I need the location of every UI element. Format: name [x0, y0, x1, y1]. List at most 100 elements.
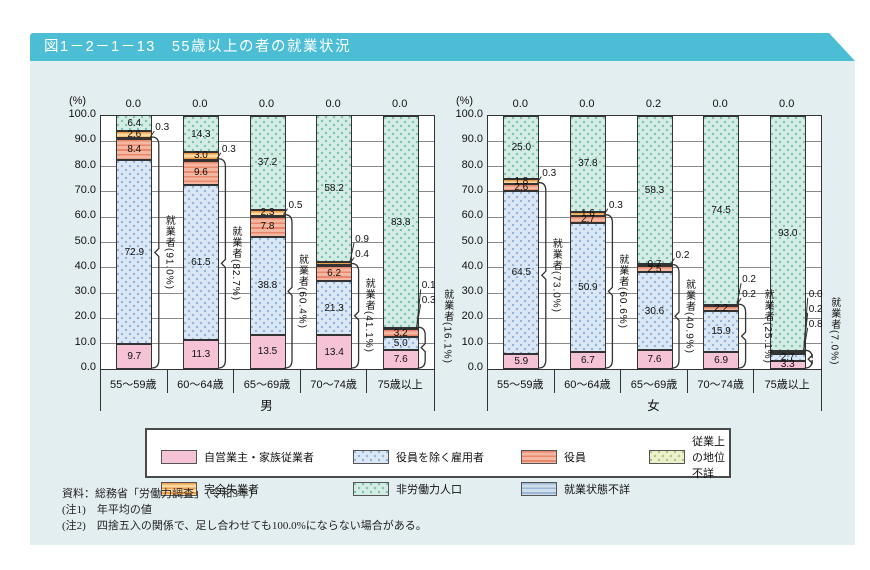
y-tick-label: 40.0 [74, 259, 96, 272]
employed-share-label: 就業者(41.1%) [363, 278, 375, 354]
axis-edge-tick [100, 369, 101, 411]
y-tick-label: 70.0 [461, 183, 483, 196]
y-tick-label: 50.0 [74, 234, 96, 247]
segment-value-label: 11.3 [191, 349, 211, 361]
bar-segment-employee_excl_exec [503, 190, 540, 355]
stacked-bar [316, 116, 353, 369]
footer-notes: 資料：総務省「労働力調査」（令和3年） (注1) 年平均の値 (注2) 四捨五入… [62, 486, 427, 534]
legend-label: 就業状態不詳 [564, 484, 630, 496]
bar-segment-not_in_labor_force [182, 116, 219, 153]
y-tick-label: 90.0 [461, 133, 483, 146]
legend-item-not_in_labor_force: 非労働力人口 [353, 481, 521, 497]
segment-value-label: 5.9 [514, 356, 529, 368]
segment-value-label: 5.0 [393, 337, 408, 349]
source-note: 資料：総務省「労働力調査」（令和3年） [62, 488, 260, 500]
bar-segment-self_employed_family [249, 334, 286, 369]
axis-edge-tick [434, 369, 435, 411]
bar-segment-executive [182, 160, 219, 185]
y-tick-label: 0.0 [467, 361, 483, 373]
note-1: (注1) 年平均の値 [62, 504, 152, 516]
chart-women: (%) 0.0 10.0 20.0 30.0 40.0 50.0 60.0 70.0 80.0 90… [442, 95, 842, 427]
legend: 自営業主・家族従業者 役員を除く雇用者 役員 従業上の地位不詳 完全失業者 非労働力人口 就… [145, 428, 731, 496]
x-category-label: 75歳以上 [753, 369, 820, 393]
axis-edge-tick [487, 369, 488, 411]
callout-value-label: 0.5 [288, 199, 303, 211]
bar-segment-employee_excl_exec [249, 236, 286, 335]
bar-segment-not_in_labor_force [316, 116, 353, 263]
legend-swatch-emp_status_unknown [521, 482, 557, 496]
legend-label: 従業上の地位不詳 [692, 436, 725, 480]
top-value-label: 0.0 [579, 98, 595, 110]
segment-value-label: 58.2 [324, 183, 344, 195]
employed-share-label: 就業者(91.0%) [163, 214, 175, 290]
segment-value-label: 7.6 [647, 353, 662, 365]
x-category-label: 55～59歳 [110, 379, 157, 391]
segment-value-label: 3.3 [780, 359, 795, 371]
legend-label: 完全失業者 [204, 484, 259, 496]
bar-segment-not_in_labor_force [249, 116, 286, 210]
plot-area: 9.7 72.9 8.4 2.6 6.4 11.3 61.5 9.6 3.0 14.3 13.5 38… [100, 115, 435, 370]
legend-swatch-employee_excl_exec [353, 450, 389, 464]
employed-share-label: 就業者(60.4%) [296, 253, 308, 329]
segment-value-label: 14.3 [191, 128, 211, 140]
stacked-bar [182, 116, 219, 369]
segment-value-label: 21.3 [324, 302, 344, 314]
segment-value-label: 2.5 [647, 263, 662, 275]
segment-value-label: 15.9 [711, 325, 731, 337]
y-tick-label: 80.0 [461, 158, 483, 171]
gender-label: 男 [260, 399, 273, 413]
segment-value-label: 72.9 [124, 246, 145, 258]
segment-value-label: 37.2 [257, 157, 278, 169]
axis-edge-tick [821, 369, 822, 411]
bar-segment-executive [249, 216, 286, 237]
callout-value-label: 0.1 [421, 280, 436, 292]
x-category-label: 65～69歳 [233, 369, 300, 393]
segment-value-label: 30.6 [644, 305, 665, 317]
x-category-label: 70～74歳 [299, 369, 367, 393]
x-category-label: 60～64歳 [166, 369, 234, 393]
y-tick-label: 40.0 [461, 259, 483, 272]
segment-value-label: 13.4 [324, 346, 344, 358]
bar-segment-employee_excl_exec [116, 160, 153, 345]
callout-value-label: 0.3 [608, 199, 623, 211]
stacked-bar [382, 116, 419, 369]
stacked-bar [116, 116, 153, 369]
y-tick-label: 10.0 [461, 335, 483, 348]
y-tick-label: 80.0 [74, 158, 96, 171]
segment-value-label: 0.7 [647, 259, 662, 271]
stacked-bar [636, 116, 673, 369]
x-category-label: 60～64歳 [553, 369, 621, 393]
gender-label: 女 [647, 399, 660, 413]
bar-segment-not_in_labor_force [636, 116, 673, 264]
top-value-label: 0.0 [392, 98, 408, 110]
employed-share-label: 就業者(40.9%) [683, 278, 695, 354]
segment-value-label: 37.8 [578, 158, 598, 170]
legend-swatch-executive [521, 450, 557, 464]
callout-value-label: 0.3 [221, 143, 236, 155]
callout-value-label: 0.0 [808, 288, 823, 300]
top-value-label: 0.0 [258, 98, 275, 110]
legend-item-self_employed_family: 自営業主・家族従業者 [161, 449, 353, 465]
segment-value-label: 6.9 [714, 354, 729, 366]
y-tick-label: 0.0 [80, 361, 96, 373]
bar-segment-employee_excl_exec [636, 272, 673, 350]
y-tick-label: 10.0 [74, 335, 96, 348]
legend-item-unemployed: 完全失業者 [161, 481, 353, 497]
employed-share-label: 就業者(82.7%) [229, 225, 241, 301]
segment-value-label: 25.0 [511, 141, 532, 153]
segment-value-label: 74.5 [711, 204, 731, 216]
x-category-label: 75歳以上 [366, 369, 433, 393]
callout-value-label: 0.9 [355, 233, 369, 245]
segment-value-label: 7.6 [393, 353, 408, 365]
employed-share-label: 就業者(73.0%) [550, 237, 562, 313]
legend-label: 非労働力人口 [396, 484, 462, 496]
legend-swatch-self_employed_family [161, 450, 197, 464]
bar-segment-self_employed_family [182, 340, 219, 369]
legend-item-emp_status_unknown: 就業状態不詳 [521, 481, 649, 497]
y-tick-label: 50.0 [461, 234, 483, 247]
segment-value-label: 8.4 [127, 143, 142, 155]
x-category-label: 55～59歳 [497, 379, 544, 391]
callout-value-label: 0.8 [808, 318, 823, 330]
note-2: (注2) 四捨五入の関係で、足し合わせても100.0%にならない場合がある。 [62, 520, 427, 532]
segment-value-label: 6.4 [127, 117, 142, 129]
